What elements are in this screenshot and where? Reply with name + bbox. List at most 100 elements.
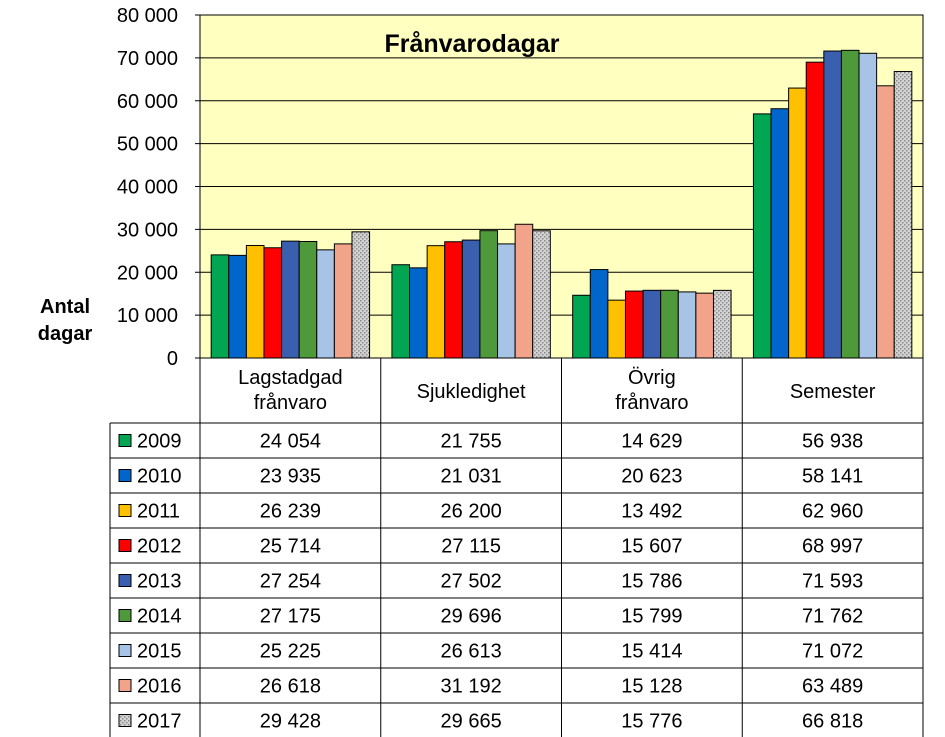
table-value: 63 489 <box>802 676 863 698</box>
table-value: 62 960 <box>802 501 863 523</box>
bar-2013 <box>461 239 481 359</box>
bar-2009 <box>752 113 772 359</box>
y-axis-label-line: dagar <box>38 323 93 345</box>
category-label: Semester <box>790 381 876 403</box>
y-tick-label: 60 000 <box>117 91 178 113</box>
bar-2010 <box>770 108 790 359</box>
bar-2016 <box>333 243 353 359</box>
table-value: 71 593 <box>802 571 863 593</box>
bar-2011 <box>607 299 626 359</box>
bar-2014 <box>479 230 499 359</box>
legend-swatch-2011 <box>118 504 132 517</box>
table-value: 29 428 <box>260 711 321 733</box>
table-value: 25 225 <box>260 641 321 663</box>
y-tick-label: 30 000 <box>117 219 178 241</box>
category-label-line: Sjukledighet <box>417 381 526 403</box>
category-label-line: Lagstadgad <box>238 367 343 389</box>
bar-2013 <box>823 50 842 359</box>
bar-2011 <box>245 245 265 359</box>
category-label-line: frånvaro <box>254 392 327 414</box>
bars <box>210 49 913 359</box>
table-value: 15 799 <box>621 606 682 628</box>
bar-2015 <box>858 52 878 359</box>
data-table: Lagstadgad frånvaro Sjukledighet Övrig frånv… <box>109 358 924 737</box>
bar-2016 <box>514 223 534 359</box>
legend-swatch-2014 <box>118 609 132 622</box>
table-value: 14 629 <box>621 431 682 453</box>
bar-2017 <box>893 71 913 359</box>
legend-label: 2014 <box>137 606 182 628</box>
table-value: 20 623 <box>621 466 682 488</box>
y-tick-label: 80 000 <box>117 5 178 27</box>
legend-swatch-2012 <box>118 539 132 552</box>
legend-swatch-2015 <box>118 644 132 657</box>
bar-2010 <box>228 254 247 359</box>
table-value: 24 054 <box>260 431 321 453</box>
bar-2014 <box>660 289 679 359</box>
table-value: 25 714 <box>260 536 321 558</box>
table-value: 27 502 <box>441 571 502 593</box>
bar-2013 <box>642 289 662 359</box>
table-value: 26 613 <box>441 641 502 663</box>
y-tick-label: 0 <box>167 348 178 370</box>
y-axis-ticks: 0 10 000 20 000 30 000 40 000 50 000 60 000 70 … <box>117 5 200 370</box>
table-value: 15 607 <box>621 536 682 558</box>
bar-2009 <box>572 294 591 359</box>
legend-label: 2011 <box>137 501 180 523</box>
table-value: 29 665 <box>441 711 502 733</box>
legend-swatch-2009 <box>118 434 132 447</box>
bar-2009 <box>391 264 411 359</box>
legend-label: 2009 <box>137 431 182 453</box>
bar-2010 <box>409 267 428 359</box>
table-value: 71 072 <box>802 641 863 663</box>
table-value: 26 239 <box>260 501 321 523</box>
table-value: 26 618 <box>260 676 321 698</box>
table-value: 23 935 <box>260 466 321 488</box>
bar-2013 <box>281 240 300 359</box>
bar-2015 <box>677 291 697 359</box>
table-value: 71 762 <box>802 606 863 628</box>
table-value: 27 254 <box>260 571 321 593</box>
table-value: 27 115 <box>441 536 501 558</box>
y-tick-label: 40 000 <box>117 177 178 199</box>
bar-2017 <box>712 289 732 359</box>
legend-label: 2010 <box>137 466 182 488</box>
category-label: Övrig frånvaro <box>615 367 688 414</box>
bar-2011 <box>788 87 807 359</box>
bar-2014 <box>298 240 318 359</box>
category-label: Sjukledighet <box>417 381 526 403</box>
table-value: 68 997 <box>802 536 863 558</box>
table-value: 15 786 <box>621 571 682 593</box>
table-value: 15 776 <box>621 711 682 733</box>
bar-2016 <box>695 292 714 359</box>
bar-2017 <box>351 231 371 359</box>
bar-2009 <box>210 254 230 359</box>
category-label: Lagstadgad frånvaro <box>238 367 343 414</box>
bar-2012 <box>444 241 463 359</box>
legend-swatch-2016 <box>118 679 132 692</box>
bar-2011 <box>426 245 446 359</box>
legend-label: 2015 <box>137 641 182 663</box>
legend-swatch-2010 <box>118 469 132 482</box>
y-tick-label: 70 000 <box>117 48 178 70</box>
category-label-line: frånvaro <box>615 392 688 414</box>
legend-label: 2013 <box>137 571 182 593</box>
table-value: 56 938 <box>802 431 863 453</box>
y-tick-label: 10 000 <box>117 305 178 327</box>
bar-2015 <box>497 243 516 359</box>
legend-label: 2016 <box>137 676 182 698</box>
table-value: 13 492 <box>621 501 682 523</box>
legend-label: 2012 <box>137 536 182 558</box>
legend-swatch-2013 <box>118 574 132 587</box>
table-value: 15 414 <box>621 641 682 663</box>
table-value: 15 128 <box>621 676 682 698</box>
y-tick-label: 50 000 <box>117 134 178 156</box>
y-tick-label: 20 000 <box>117 262 178 284</box>
y-axis-label-line: Antal <box>40 296 90 318</box>
table-value: 26 200 <box>441 501 502 523</box>
table-value: 27 175 <box>260 606 321 628</box>
table-value: 21 755 <box>441 431 502 453</box>
bar-2014 <box>840 49 860 359</box>
y-axis-label: Antal dagar <box>38 296 93 345</box>
